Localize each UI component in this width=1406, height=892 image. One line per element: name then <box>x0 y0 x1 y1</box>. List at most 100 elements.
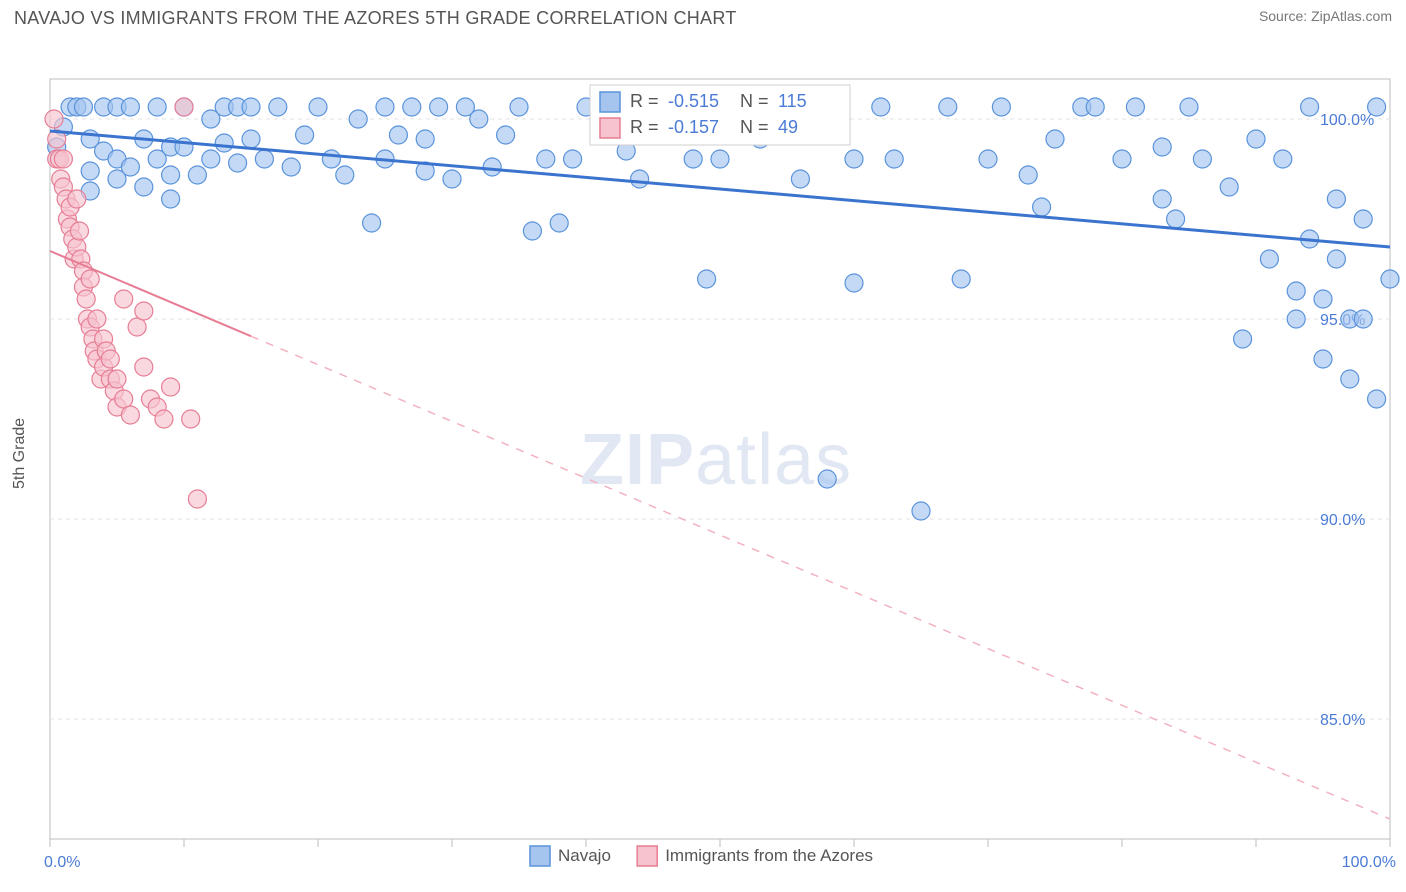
data-point-navajo <box>992 98 1010 116</box>
data-point-navajo <box>1086 98 1104 116</box>
data-point-navajo <box>1247 130 1265 148</box>
data-point-navajo <box>1327 250 1345 268</box>
data-point-navajo <box>1019 166 1037 184</box>
source-prefix: Source: <box>1259 8 1311 24</box>
data-point-navajo <box>872 98 890 116</box>
data-point-navajo <box>684 150 702 168</box>
data-point-navajo <box>403 98 421 116</box>
stat-n-label: N = <box>740 91 769 111</box>
trendline-azores-dashed <box>251 336 1390 819</box>
data-point-navajo <box>912 502 930 520</box>
data-point-navajo <box>376 98 394 116</box>
data-point-azores <box>70 222 88 240</box>
x-min-label: 0.0% <box>44 854 80 871</box>
data-point-navajo <box>1153 190 1171 208</box>
data-point-navajo <box>711 150 729 168</box>
data-point-navajo <box>242 130 260 148</box>
data-point-azores <box>77 290 95 308</box>
data-point-navajo <box>282 158 300 176</box>
data-point-navajo <box>1180 98 1198 116</box>
data-point-navajo <box>1287 282 1305 300</box>
data-point-azores <box>188 490 206 508</box>
data-point-navajo <box>483 158 501 176</box>
data-point-navajo <box>631 170 649 188</box>
data-point-navajo <box>1327 190 1345 208</box>
data-point-azores <box>68 190 86 208</box>
data-point-navajo <box>1046 130 1064 148</box>
data-point-navajo <box>818 470 836 488</box>
data-point-navajo <box>1381 270 1399 288</box>
data-point-navajo <box>309 98 327 116</box>
data-point-navajo <box>939 98 957 116</box>
data-point-navajo <box>1287 310 1305 328</box>
source-link[interactable]: ZipAtlas.com <box>1311 8 1392 24</box>
data-point-navajo <box>564 150 582 168</box>
data-point-navajo <box>215 134 233 152</box>
data-point-navajo <box>979 150 997 168</box>
data-point-azores <box>101 350 119 368</box>
data-point-navajo <box>791 170 809 188</box>
data-point-azores <box>54 150 72 168</box>
stat-swatch <box>600 118 620 138</box>
data-point-navajo <box>148 98 166 116</box>
stat-r-label: R = <box>630 117 659 137</box>
data-point-navajo <box>1274 150 1292 168</box>
legend-swatch <box>637 846 657 866</box>
data-point-navajo <box>242 98 260 116</box>
data-point-navajo <box>1260 250 1278 268</box>
data-point-navajo <box>389 126 407 144</box>
data-point-navajo <box>336 166 354 184</box>
data-point-navajo <box>1314 350 1332 368</box>
data-point-navajo <box>1193 150 1211 168</box>
data-point-navajo <box>255 150 273 168</box>
data-point-navajo <box>1368 98 1386 116</box>
data-point-navajo <box>443 170 461 188</box>
legend-label: Navajo <box>558 846 611 865</box>
data-point-navajo <box>162 166 180 184</box>
data-point-azores <box>108 370 126 388</box>
data-point-navajo <box>121 158 139 176</box>
data-point-navajo <box>188 166 206 184</box>
x-max-label: 100.0% <box>1342 854 1396 871</box>
data-point-azores <box>175 98 193 116</box>
data-point-azores <box>155 410 173 428</box>
data-point-azores <box>88 310 106 328</box>
stat-n-label: N = <box>740 117 769 137</box>
data-point-azores <box>135 302 153 320</box>
data-point-navajo <box>497 126 515 144</box>
data-point-azores <box>182 410 200 428</box>
data-point-navajo <box>550 214 568 232</box>
data-point-navajo <box>135 178 153 196</box>
data-point-azores <box>81 270 99 288</box>
data-point-navajo <box>1167 210 1185 228</box>
data-point-azores <box>115 290 133 308</box>
stat-n-value: 115 <box>778 91 807 111</box>
stat-r-value: -0.515 <box>668 91 719 111</box>
legend-label: Immigrants from the Azores <box>665 846 873 865</box>
data-point-navajo <box>470 110 488 128</box>
data-point-navajo <box>229 154 247 172</box>
legend-swatch <box>530 846 550 866</box>
stat-n-value: 49 <box>778 117 798 137</box>
data-point-navajo <box>1234 330 1252 348</box>
y-axis-label: 5th Grade <box>11 418 28 489</box>
data-point-navajo <box>1354 310 1372 328</box>
stat-r-label: R = <box>630 91 659 111</box>
data-point-azores <box>45 110 63 128</box>
data-point-navajo <box>1314 290 1332 308</box>
y-tick-label: 85.0% <box>1320 712 1365 729</box>
data-point-navajo <box>1113 150 1131 168</box>
data-point-navajo <box>430 98 448 116</box>
data-point-navajo <box>322 150 340 168</box>
data-point-navajo <box>296 126 314 144</box>
data-point-navajo <box>1126 98 1144 116</box>
data-point-navajo <box>1341 370 1359 388</box>
chart-title: NAVAJO VS IMMIGRANTS FROM THE AZORES 5TH… <box>14 8 737 29</box>
stat-swatch <box>600 92 620 112</box>
data-point-navajo <box>81 162 99 180</box>
source-attribution: Source: ZipAtlas.com <box>1259 8 1392 24</box>
data-point-azores <box>135 358 153 376</box>
data-point-navajo <box>1033 198 1051 216</box>
stats-panel <box>590 85 850 145</box>
data-point-navajo <box>845 150 863 168</box>
